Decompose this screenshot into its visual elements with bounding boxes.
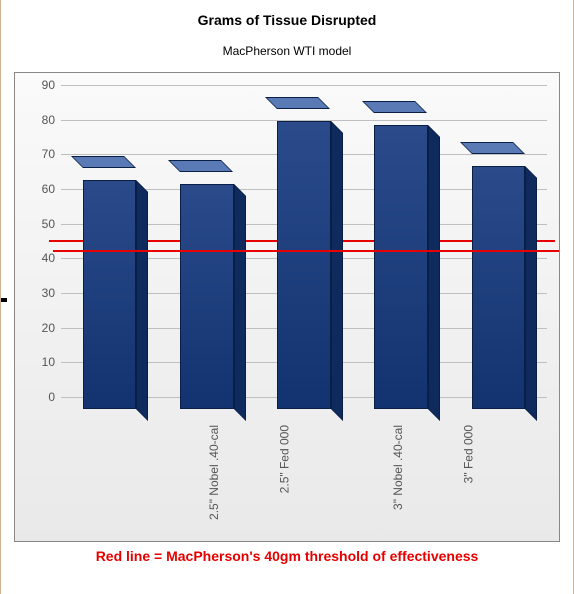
bar-front	[277, 121, 330, 409]
category-label: 3" Nobel .40-cal	[391, 425, 405, 510]
y-tick-label: 50	[23, 217, 55, 231]
bar-top	[362, 101, 427, 113]
y-tick-label: 20	[23, 321, 55, 335]
bar-front	[83, 180, 136, 409]
bar-top	[168, 160, 233, 172]
bar-front	[374, 125, 427, 409]
bar	[83, 168, 136, 397]
chart-caption: Red line = MacPherson's 40gm threshold o…	[9, 548, 565, 564]
y-tick-label: 90	[23, 78, 55, 92]
y-tick-label: 40	[23, 251, 55, 265]
y-tick-label: 80	[23, 113, 55, 127]
y-tick-label: 70	[23, 147, 55, 161]
left-notch-decor	[1, 298, 7, 302]
chart-title: Grams of Tissue Disrupted	[9, 12, 565, 28]
bar-front	[180, 184, 233, 409]
bar	[277, 109, 330, 397]
bar-side	[234, 184, 246, 421]
bar-top	[265, 97, 330, 109]
category-label: 3" Fed 000	[462, 425, 476, 483]
bar	[374, 113, 427, 397]
y-tick-label: 60	[23, 182, 55, 196]
bar-side	[428, 125, 440, 421]
y-tick-label: 10	[23, 355, 55, 369]
threshold-line-front	[53, 250, 559, 252]
bar	[472, 154, 525, 397]
bar-top	[460, 142, 525, 154]
bar-side	[525, 166, 537, 421]
bar	[180, 172, 233, 397]
bar-side	[136, 180, 148, 421]
bar-side	[331, 121, 343, 421]
bar-front	[472, 166, 525, 409]
chart-subtitle: MacPherson WTI model	[9, 44, 565, 58]
bar-top	[71, 156, 136, 168]
category-label: 2.5" Nobel .40-cal	[207, 425, 221, 520]
category-labels: 2.5" Nobel .40-cal 2.5" Fed 000 3" Nobel .…	[61, 425, 547, 535]
y-tick-label: 30	[23, 286, 55, 300]
y-tick-label: 0	[23, 390, 55, 404]
category-label: 2.5" Fed 000	[277, 425, 291, 493]
chart-area: 2.5" Nobel .40-cal 2.5" Fed 000 3" Nobel .…	[14, 72, 560, 542]
